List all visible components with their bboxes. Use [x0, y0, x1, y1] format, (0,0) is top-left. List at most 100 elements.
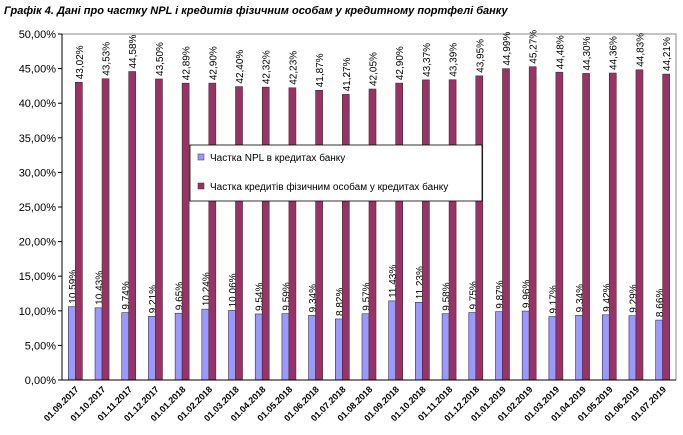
data-label: 42,90%: [208, 46, 219, 80]
data-label: 43,39%: [449, 43, 460, 77]
bar: [148, 315, 156, 381]
bar: [468, 312, 477, 381]
y-tick-label: 30,00%: [19, 167, 57, 179]
bar: [582, 73, 590, 381]
bar: [635, 69, 644, 381]
data-label: 41,87%: [315, 53, 326, 87]
bar: [174, 312, 183, 381]
bar: [201, 308, 210, 381]
data-label: 45,27%: [529, 30, 540, 64]
data-label: 44,83%: [635, 33, 646, 67]
bar: [235, 86, 243, 381]
legend: Частка NPL в кредитах банку Частка кредит…: [189, 144, 483, 202]
bar: [121, 312, 130, 381]
data-label: 9,65%: [175, 282, 186, 310]
bar: [315, 89, 323, 381]
bar: [475, 75, 484, 381]
y-tick-label: 0,00%: [25, 375, 56, 387]
data-label: 44,30%: [582, 36, 593, 70]
data-label: 10,06%: [228, 273, 239, 307]
data-label: 9,34%: [308, 284, 319, 312]
data-label: 8,66%: [655, 289, 666, 317]
bar: [254, 313, 263, 381]
bar: [281, 313, 290, 381]
bar: [502, 68, 510, 381]
legend-swatch: [197, 182, 205, 190]
bar: [368, 88, 377, 381]
legend-label: Частка кредитів фізичним особам у кредит…: [210, 181, 448, 193]
bar: [75, 82, 83, 381]
y-tick-label: 45,00%: [19, 64, 57, 76]
bar: [628, 315, 637, 381]
bar: [395, 82, 403, 381]
data-label: 43,02%: [75, 45, 86, 79]
data-label: 44,48%: [555, 35, 566, 69]
bar: [415, 301, 423, 381]
data-label: 11,43%: [388, 265, 399, 298]
data-label: 43,50%: [155, 42, 166, 76]
data-label: 44,36%: [609, 36, 620, 70]
bar: [575, 315, 583, 381]
legend-label: Частка NPL в кредитах банку: [210, 152, 345, 164]
data-label: 44,99%: [502, 32, 513, 66]
bar: [181, 82, 190, 381]
data-label: 9,34%: [575, 284, 586, 312]
data-label: 42,90%: [395, 46, 406, 80]
bar: [94, 307, 103, 381]
bar: [555, 71, 564, 381]
data-label: 41,27%: [342, 57, 353, 91]
data-label: 11,23%: [415, 266, 426, 299]
data-label: 42,05%: [369, 52, 380, 86]
bar: [388, 300, 396, 381]
data-label: 43,95%: [475, 39, 486, 73]
data-label: 9,21%: [148, 285, 159, 313]
bar: [361, 313, 370, 381]
data-label: 42,40%: [235, 50, 246, 84]
bar: [68, 306, 76, 381]
y-tick-label: 5,00%: [25, 340, 56, 352]
data-label: 9,42%: [602, 283, 613, 311]
bar: [422, 79, 430, 381]
y-tick-label: 10,00%: [19, 306, 57, 318]
y-tick-label: 50,00%: [19, 29, 57, 41]
bar: [342, 94, 350, 381]
bar: [528, 66, 537, 381]
bar: [601, 314, 610, 381]
y-tick-label: 20,00%: [19, 237, 57, 249]
data-label: 10,43%: [95, 271, 106, 305]
legend-box: [189, 144, 483, 202]
data-label: 42,32%: [262, 50, 273, 84]
y-tick-label: 15,00%: [19, 271, 57, 283]
bar: [228, 310, 236, 381]
data-label: 10,59%: [68, 270, 79, 304]
bar: [521, 310, 530, 381]
bar: [548, 316, 557, 381]
bar: [155, 78, 163, 381]
data-label: 9,29%: [628, 284, 639, 312]
legend-swatch: [197, 153, 205, 161]
data-label: 43,37%: [422, 43, 433, 77]
bar: [308, 315, 316, 381]
data-label: 9,58%: [442, 282, 453, 310]
data-label: 43,53%: [102, 42, 113, 76]
bar: [128, 71, 137, 381]
bar: [441, 313, 450, 381]
y-tick-label: 25,00%: [19, 202, 57, 214]
bar: [335, 318, 343, 381]
data-label: 10,24%: [201, 272, 212, 306]
data-label: 9,74%: [121, 281, 132, 309]
bar: [288, 87, 297, 381]
data-label: 9,17%: [548, 285, 559, 313]
data-label: 9,75%: [468, 281, 479, 309]
bar: [261, 86, 270, 381]
data-label: 42,23%: [288, 51, 299, 85]
bar: [495, 311, 503, 381]
y-tick-label: 35,00%: [19, 133, 57, 145]
data-label: 44,58%: [128, 34, 139, 68]
data-label: 8,82%: [335, 288, 346, 316]
bar: [448, 79, 457, 381]
data-label: 9,57%: [362, 282, 373, 310]
data-label: 9,59%: [281, 282, 292, 310]
data-label: 42,89%: [182, 46, 193, 80]
